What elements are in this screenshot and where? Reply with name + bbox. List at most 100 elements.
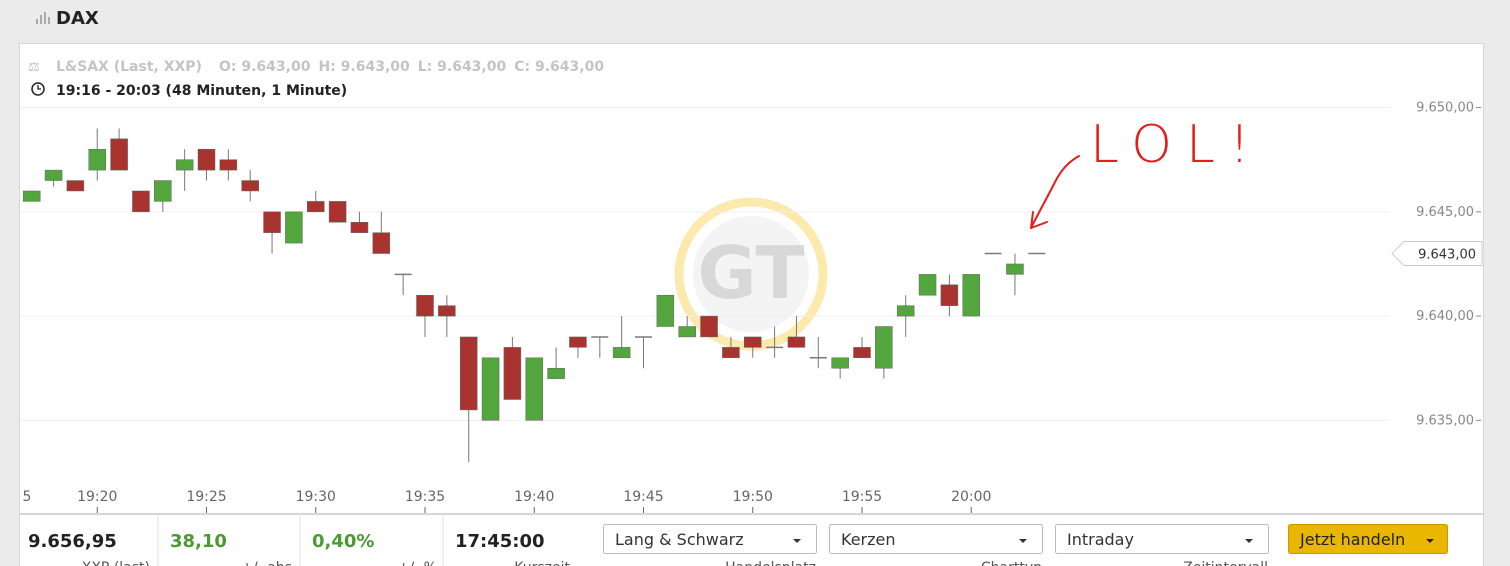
- candle-body: [350, 222, 369, 233]
- candle-body: [1006, 263, 1024, 275]
- select-caret[interactable]: [1245, 539, 1253, 543]
- candle-body: [110, 138, 128, 171]
- candle-body: [853, 347, 871, 359]
- select-box[interactable]: [1055, 524, 1269, 554]
- ohlc-info: O: 9.643,00 H: 9.643,00 L: 9.643,00 C: 9.64…: [219, 59, 604, 75]
- x-tick-label: 19:30: [296, 489, 336, 505]
- candle-body: [22, 190, 41, 202]
- candle-body: [328, 201, 347, 223]
- source-icon: ⚖: [28, 60, 40, 75]
- select-box[interactable]: [603, 524, 817, 554]
- candle-body: [940, 284, 959, 306]
- candle-body: [918, 274, 937, 296]
- candle-body: [66, 180, 85, 192]
- candle-body: [285, 211, 303, 244]
- stat-value: 9.656,95: [28, 531, 117, 552]
- y-tick-label: 9.650,00: [1416, 101, 1474, 116]
- candle-body: [896, 305, 915, 317]
- trade-button-label[interactable]: Jetzt handeln: [1299, 530, 1405, 549]
- ohlc-value: H: 9.643,00: [318, 59, 410, 75]
- candle-body: [132, 190, 150, 213]
- stat-value: 38,10: [170, 531, 227, 552]
- x-tick-label: 5: [23, 489, 32, 505]
- candle-body: [700, 315, 718, 338]
- info: ⚖ L&SAX (Last, XXP) O: 9.643,00 H: 9.643,…: [28, 59, 604, 99]
- stat-label: Kurszeit: [514, 560, 570, 566]
- range-info: 19:16 - 20:03 (48 Minuten, 1 Minute): [56, 83, 347, 99]
- ohlc-value: O: 9.643,00: [219, 59, 311, 75]
- candle-body: [787, 336, 806, 348]
- x-tick-label: 19:20: [77, 489, 117, 505]
- stat-value: 17:45:00: [455, 531, 545, 552]
- stat-value: 0,40%: [312, 531, 374, 552]
- candle-body: [44, 169, 63, 181]
- stat-label: +/- abs: [241, 560, 292, 566]
- candle-body: [875, 326, 893, 369]
- candle-body: [154, 180, 172, 202]
- x-tick-label: 19:55: [842, 489, 882, 505]
- candle-body: [219, 159, 238, 171]
- last-price-box: [1391, 241, 1483, 267]
- candle-body: [831, 357, 849, 369]
- candle-body: [263, 211, 281, 233]
- candle-body: [547, 367, 565, 379]
- select-value[interactable]: Lang & Schwarz: [615, 530, 744, 549]
- stat-label: +/- %: [398, 560, 437, 566]
- select-caret[interactable]: [793, 539, 801, 543]
- candle-body: [612, 347, 631, 359]
- candle-body: [656, 294, 675, 327]
- select-label: Handelsplatz: [725, 560, 816, 566]
- ohlc-value: C: 9.643,00: [514, 59, 604, 75]
- x-tick-label: 19:45: [623, 489, 663, 505]
- candle-body: [744, 336, 762, 348]
- select-value[interactable]: Intraday: [1067, 530, 1134, 549]
- x-tick-label: 20:00: [951, 489, 991, 505]
- candle-body: [525, 357, 543, 421]
- widget-title: DAX: [56, 8, 99, 29]
- select-caret[interactable]: [1019, 539, 1027, 543]
- watermark: GT: [674, 197, 828, 351]
- x-tick-label: 19:25: [186, 489, 226, 505]
- plot-area: [20, 107, 1390, 463]
- trade-button[interactable]: [1288, 524, 1448, 554]
- clock-hands: [37, 85, 41, 90]
- source-info: L&SAX (Last, XXP): [56, 59, 202, 75]
- last-price-label: 9.643,00: [1418, 248, 1476, 263]
- x-tick-label: 19:40: [514, 489, 554, 505]
- candle-body: [175, 159, 194, 171]
- candle-body: [416, 294, 434, 317]
- candle-body: [88, 149, 106, 171]
- candle-body: [569, 336, 587, 348]
- candle-body: [459, 336, 478, 411]
- candle-body: [481, 357, 500, 421]
- candle-body: [503, 347, 522, 400]
- x-tick-label: 19:35: [405, 489, 445, 505]
- y-tick-label: 9.635,00: [1416, 413, 1474, 428]
- toolbar-items: 9.656,95 XXP (last) 38,10 +/- abs 0,40% +/- %…: [28, 514, 1448, 566]
- y-tick-label: 9.645,00: [1416, 205, 1474, 220]
- select-value[interactable]: Kerzen: [841, 530, 896, 549]
- candle-body: [241, 180, 259, 192]
- ohlc-value: L: 9.643,00: [418, 59, 507, 75]
- watermark-text: GT: [698, 231, 805, 315]
- select-label: Charttyp: [981, 560, 1042, 566]
- candle-body: [307, 201, 325, 213]
- annotation-text: LOL!: [1090, 115, 1264, 175]
- candle-body: [372, 232, 391, 254]
- stat-label: XXP (last): [82, 560, 150, 566]
- candle-body: [722, 347, 740, 359]
- x-tick-label: 19:50: [733, 489, 773, 505]
- select-label: Zeitintervall: [1183, 560, 1268, 566]
- trade-button-caret[interactable]: [1426, 539, 1434, 543]
- clock-icon: [31, 82, 45, 96]
- y-tick-label: 9.640,00: [1416, 309, 1474, 324]
- candle-body: [197, 149, 216, 171]
- candle-body: [438, 305, 456, 317]
- candle-body: [678, 326, 696, 338]
- select-box[interactable]: [829, 524, 1043, 554]
- candle-body: [962, 274, 980, 317]
- bars-icon: [36, 12, 50, 24]
- annotation: LOL!: [1030, 115, 1264, 229]
